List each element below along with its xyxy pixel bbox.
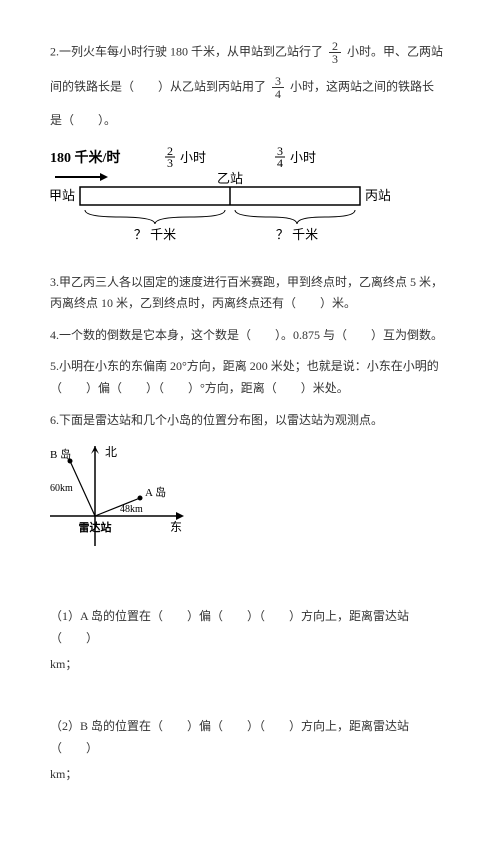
q2-para3: 是（ ）。 [50, 110, 450, 132]
east-label: 东 [170, 520, 182, 534]
dot-a [138, 496, 143, 501]
q2-para2: 间的铁路长是（ ）从乙站到丙站用了 3 4 小时，这两站之间的铁路长 [50, 75, 450, 100]
q2-t4: 小时，这两站之间的铁路长 [290, 79, 434, 93]
q2-t2: 小时。甲、乙两站 [347, 44, 443, 58]
t2-den: 4 [277, 156, 283, 170]
arrow-head [100, 173, 108, 181]
dist-b: 60km [50, 483, 73, 494]
unk2: ？ 千米 [276, 227, 318, 242]
brace1 [85, 210, 225, 224]
time-unit2: 小时 [290, 150, 316, 165]
km1: km； [50, 654, 450, 676]
brace2 [235, 210, 355, 224]
q6-1: （1）A 岛的位置在（ ）偏（ ）（ ）方向上，距离雷达站（ ） [50, 606, 450, 649]
arrow-e [176, 512, 184, 520]
q2-svg: 180 千米/时 2 3 小时 3 4 小时 乙站 甲站 丙站 ？ 千米 ？ 千… [50, 147, 390, 247]
q2-diagram: 180 千米/时 2 3 小时 3 4 小时 乙站 甲站 丙站 ？ 千米 ？ 千… [50, 147, 450, 247]
north-label: 北 [105, 446, 117, 459]
q4: 4.一个数的倒数是它本身，这个数是（ ）。0.875 与（ ）互为倒数。 [50, 325, 450, 347]
radar-diagram: 北 东 雷达站 A 岛 48km B 岛 60km [50, 446, 450, 566]
unk1: ？ 千米 [134, 227, 176, 242]
label-b: B 岛 [50, 447, 71, 461]
q2-t3: 间的铁路长是（ ）从乙站到丙站用了 [50, 79, 266, 93]
rail-bar [80, 187, 360, 205]
q6-2: （2）B 岛的位置在（ ）偏（ ）（ ）方向上，距离雷达站（ ） [50, 716, 450, 759]
origin-label: 雷达站 [79, 520, 112, 534]
q3: 3.甲乙丙三人各以固定的速度进行百米赛跑，甲到终点时，乙离终点 5 米，丙离终点… [50, 272, 450, 315]
line-b [70, 461, 95, 516]
km2: km； [50, 764, 450, 786]
q5: 5.小明在小东的东偏南 20°方向，距离 200 米处；也就是说：小东在小明的（… [50, 356, 450, 399]
sta-b: 乙站 [217, 171, 243, 186]
speed-label: 180 千米/时 [50, 149, 120, 166]
time-unit1: 小时 [180, 150, 206, 165]
label-a: A 岛 [145, 485, 166, 499]
q2-para: 2.一列火车每小时行驶 180 千米，从甲站到乙站行了 2 3 小时。甲、乙两站 [50, 40, 450, 65]
q2-frac1: 2 3 [329, 40, 341, 65]
t1-den: 3 [167, 156, 173, 170]
dist-a: 48km [120, 504, 143, 515]
radar-svg: 北 东 雷达站 A 岛 48km B 岛 60km [50, 446, 210, 566]
sta-a: 甲站 [50, 188, 75, 203]
sta-c: 丙站 [365, 188, 390, 203]
q2-t1: 2.一列火车每小时行驶 180 千米，从甲站到乙站行了 [50, 44, 323, 58]
q2-t5: 是（ ）。 [50, 113, 116, 127]
q6: 6.下面是雷达站和几个小岛的位置分布图，以雷达站为观测点。 [50, 410, 450, 432]
q2-frac2: 3 4 [272, 75, 284, 100]
